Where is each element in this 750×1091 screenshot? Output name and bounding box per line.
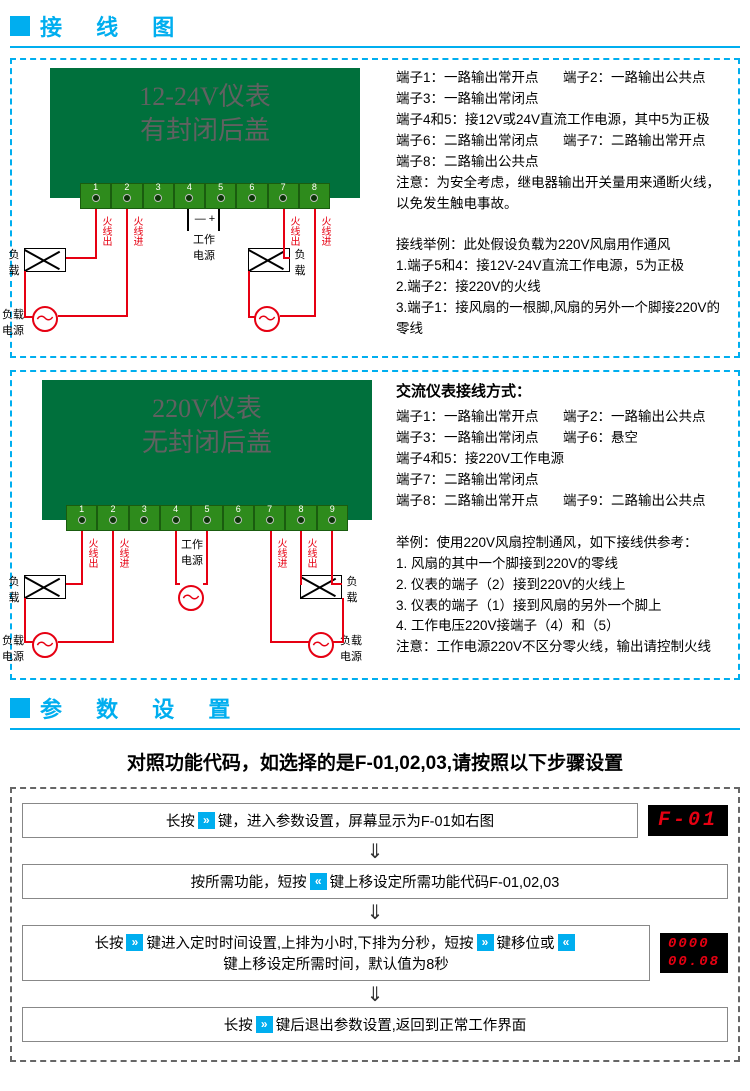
instruction-line: 对照功能代码，如选择的是F-01,02,03,请按照以下步骤设置 (10, 748, 740, 775)
module-12-24v: 12-24V仪表 有封闭后盖 (50, 68, 360, 198)
ac2-left: 〜 (32, 632, 58, 658)
up-button-icon: « (310, 873, 327, 890)
load2-left (24, 575, 66, 599)
terminal-strip-2: 1 2 3 4 5 6 7 8 9 (66, 505, 348, 531)
module-220v: 220V仪表 无封闭后盖 (42, 380, 372, 520)
load-label-r: 负载 (290, 246, 310, 278)
diagram-2-canvas: 220V仪表 无封闭后盖 1 2 3 4 5 6 7 8 9 负载 〜 负载电源… (20, 380, 390, 670)
flow-arrow (22, 842, 728, 862)
forward-button-icon: » (198, 812, 215, 829)
module2-title-1: 220V仪表 (42, 392, 372, 426)
ac2-center: 〜 (178, 585, 204, 611)
wiring-diagram-2: 220V仪表 无封闭后盖 1 2 3 4 5 6 7 8 9 负载 〜 负载电源… (10, 370, 740, 680)
fire-out-label-r: 火线出 (286, 216, 301, 246)
wiring-diagram-1: 12-24V仪表 有封闭后盖 1 2 3 4 5 6 7 8 负载 〜 负载电源… (10, 58, 740, 358)
desc2-title: 交流仪表接线方式： (396, 380, 730, 403)
flow-arrow (22, 903, 728, 923)
diagram-1-canvas: 12-24V仪表 有封闭后盖 1 2 3 4 5 6 7 8 负载 〜 负载电源… (20, 68, 390, 348)
desc-2: 交流仪表接线方式： 端子1：一路输出常开点端子2：一路输出公共点 端子3：一路输… (390, 380, 730, 670)
ac-source-left: 〜 (32, 306, 58, 332)
fire-in-label-r: 火线进 (317, 216, 332, 246)
forward-button-icon: » (256, 1016, 273, 1033)
step-1: 长按 » 键，进入参数设置，屏幕显示为F-01如右图 F-01 (22, 803, 728, 838)
step-2: 按所需功能，短按 « 键上移设定所需功能代码F-01,02,03 (22, 864, 728, 899)
load2-right (300, 575, 342, 599)
load-label: 负载 (4, 246, 24, 278)
header-text: 参 数 设 置 (40, 692, 244, 724)
forward-button-icon: » (126, 934, 143, 951)
up-button-icon: « (558, 934, 575, 951)
ac-source-right: 〜 (254, 306, 280, 332)
load-box-left (24, 248, 66, 272)
section-header-wiring: 接 线 图 (10, 10, 740, 48)
fire-out-label: 火线出 (98, 216, 113, 246)
step-3: 长按 » 键进入定时时间设置,上排为小时,下排为分秒，短按 » 键移位或 « 键… (22, 925, 728, 981)
flowchart: 长按 » 键，进入参数设置，屏幕显示为F-01如右图 F-01 按所需功能，短按… (10, 787, 740, 1062)
workps-label: 工作电源 (182, 231, 226, 263)
ac2-right: 〜 (308, 632, 334, 658)
header-square-icon (10, 16, 30, 36)
led-display-time: 0000 00.08 (660, 933, 728, 973)
module2-title-2: 无封闭后盖 (42, 426, 372, 460)
terminal-strip-1: 1 2 3 4 5 6 7 8 (80, 183, 330, 209)
forward-button-icon: » (477, 934, 494, 951)
step-4: 长按 » 键后退出参数设置,返回到正常工作界面 (22, 1007, 728, 1042)
fire-in-label: 火线进 (129, 216, 144, 246)
module-title-2: 有封闭后盖 (50, 114, 360, 148)
header-text: 接 线 图 (40, 10, 188, 42)
desc-1: 端子1：一路输出常开点端子2：一路输出公共点 端子3：一路输出常闭点 端子4和5… (390, 68, 730, 348)
module-title-1: 12-24V仪表 (50, 80, 360, 114)
led-display-f01: F-01 (648, 805, 728, 836)
header-square-icon (10, 698, 30, 718)
posneg-label: — + (180, 213, 230, 225)
flow-arrow (22, 985, 728, 1005)
section-header-params: 参 数 设 置 (10, 692, 740, 730)
